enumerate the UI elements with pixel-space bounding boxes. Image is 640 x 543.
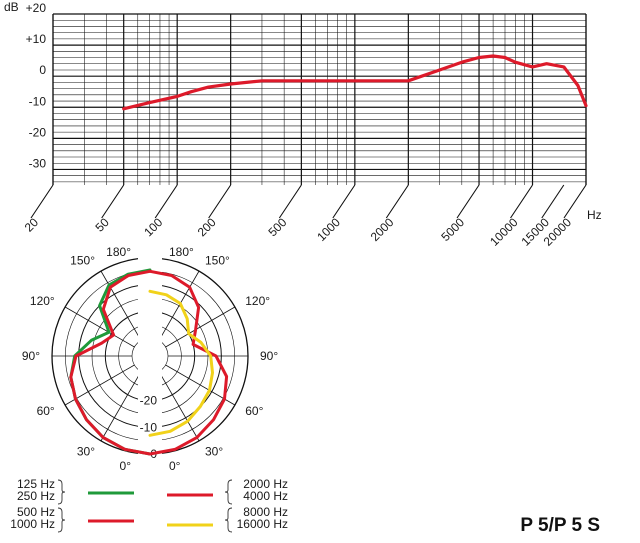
frequency-response-chart: +20 +10 0 -10 -20 -30 dB 20 50 100 200 500 1000 2000 5… [4, 0, 602, 249]
polar-radial-line [165, 306, 236, 348]
polar-radial-line [158, 270, 200, 341]
polar-angle-label: 0° [169, 459, 181, 473]
polar-angle-label: 150° [205, 254, 230, 268]
legend-label: 4000 Hz [243, 489, 288, 503]
x-tick-mark [101, 184, 125, 219]
legend-label: 2000 Hz [243, 477, 288, 491]
polar-divider [138, 250, 162, 462]
polar-angle-label: 120° [30, 294, 55, 308]
polar-radial-line [100, 270, 142, 341]
x-tick-mark [510, 184, 533, 219]
x-tick-mark [278, 184, 302, 219]
y-tick-label: -10 [29, 94, 47, 108]
polar-angle-label: 180° [169, 245, 194, 259]
legend-label: 1000 Hz [10, 517, 55, 531]
polar-curve [148, 269, 229, 456]
x-tick-mark [563, 184, 587, 219]
polar-angle-label: 60° [245, 404, 263, 418]
polar-angle-label: 0° [120, 459, 132, 473]
y-axis-label: dB [4, 0, 19, 14]
x-axis-label: Hz [587, 208, 602, 222]
legend-label: 16000 Hz [237, 517, 288, 531]
polar-angle-label: 180° [106, 245, 131, 259]
legend-brace [57, 479, 66, 505]
legend-label: 500 Hz [17, 505, 55, 519]
y-tick-label: +10 [26, 32, 47, 46]
legend-label: 125 Hz [17, 477, 55, 491]
polar-r-tick-label: -20 [140, 394, 158, 408]
y-tick-label: -20 [29, 125, 47, 139]
polar-angle-label: 30° [205, 444, 223, 458]
polar-angle-label: 90° [22, 349, 40, 363]
x-tick-mark [385, 184, 409, 219]
x-tick-label: 20 [22, 215, 42, 235]
polar-curve [69, 269, 152, 456]
legend-label: 250 Hz [17, 489, 55, 503]
legend-label: 8000 Hz [243, 505, 288, 519]
polar-r-tick-label: -10 [140, 420, 158, 434]
x-tick-label: 500 [265, 215, 289, 239]
x-tick-label: 100 [141, 215, 165, 239]
x-tick-label: 50 [92, 215, 112, 235]
model-title: P 5/P 5 S [520, 515, 600, 536]
legend-brace [224, 507, 233, 533]
polar-radial-line [100, 371, 142, 442]
legend-brace [224, 479, 233, 505]
x-tick-mark [30, 184, 54, 219]
x-tick-label: 200 [195, 215, 219, 239]
x-tick-mark [332, 184, 356, 219]
y-tick-label: 0 [39, 63, 46, 77]
polar-radial-line [158, 371, 200, 442]
polar-curve [148, 289, 214, 437]
frequency-response-curve [122, 54, 588, 111]
polar-angle-label: 60° [37, 404, 55, 418]
polar-angle-label: 150° [70, 254, 95, 268]
polar-angle-label: 30° [77, 444, 95, 458]
y-tick-label: -30 [29, 156, 47, 170]
polar-angle-label: 120° [245, 294, 270, 308]
x-tick-label: 2000 [368, 215, 397, 244]
polar-radial-line [64, 306, 135, 348]
x-tick-label: 1000 [314, 215, 343, 244]
x-tick-mark [541, 184, 565, 219]
y-tick-label: +20 [26, 1, 47, 15]
x-tick-mark [154, 184, 178, 219]
x-tick-label: 10000 [487, 215, 521, 249]
legend-brace [57, 507, 66, 533]
x-tick-mark [456, 184, 480, 219]
x-tick-mark [208, 184, 232, 219]
x-tick-label: 5000 [438, 215, 467, 244]
polar-angle-label: 90° [260, 349, 278, 363]
